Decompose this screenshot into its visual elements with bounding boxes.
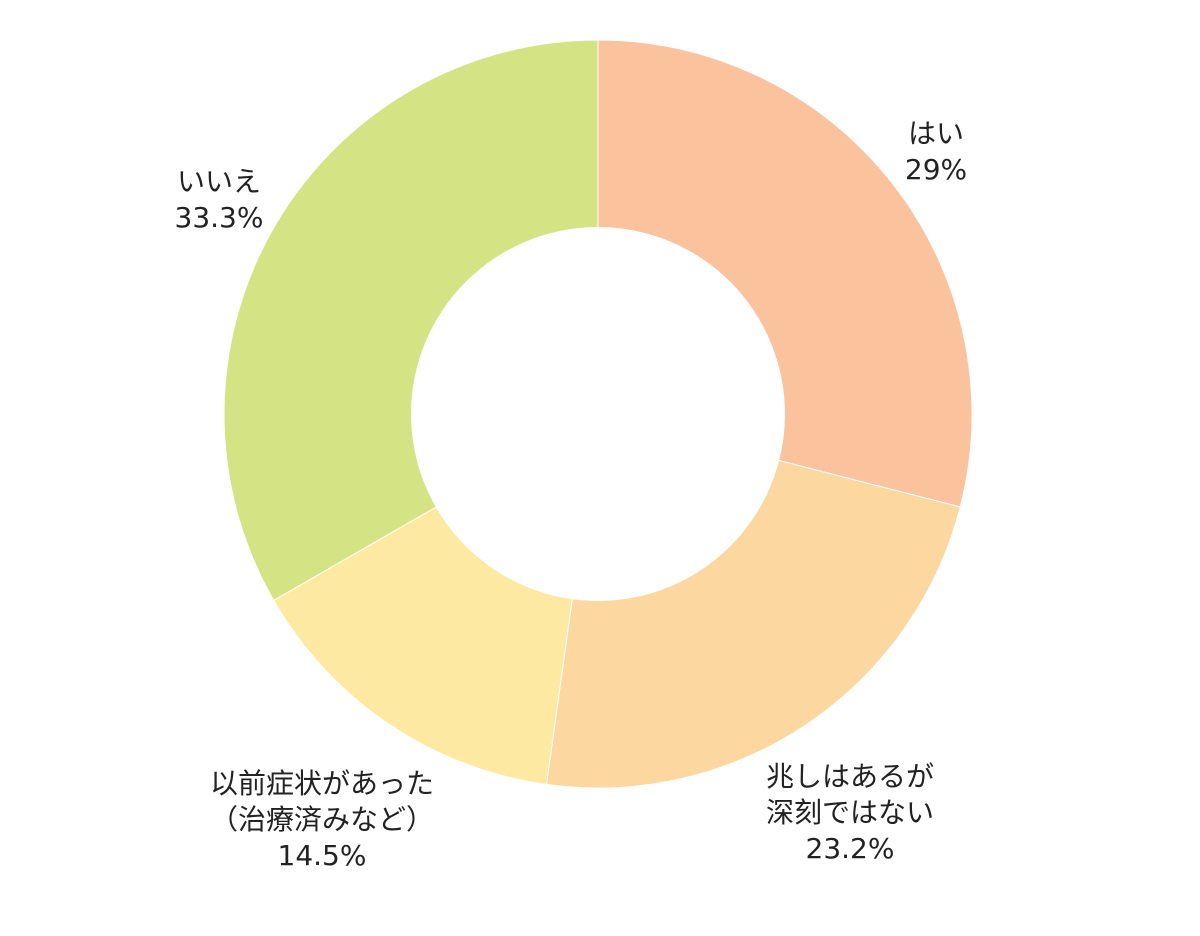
slice-label-3: いいえ 33.3%	[175, 165, 264, 234]
slice-labels: はい 29% 兆しはあるが深刻ではない 23.2% 以前症状があった（治療済みなど） 14…	[175, 117, 968, 872]
slice-category-label: 深刻ではない	[766, 796, 934, 829]
slice-value-label: 23.2%	[806, 832, 895, 865]
slice-value-label: 14.5%	[278, 839, 367, 872]
slice-label-1: 兆しはあるが深刻ではない 23.2%	[766, 760, 934, 865]
slice-category-label: 以前症状があった	[210, 767, 434, 800]
slice-label-2: 以前症状があった（治療済みなど） 14.5%	[210, 767, 434, 872]
donut-hole	[411, 227, 785, 601]
slice-category-label: いいえ	[177, 165, 261, 198]
slice-category-label: はい	[908, 117, 964, 150]
slice-label-0: はい 29%	[905, 117, 967, 186]
slice-category-label: （治療済みなど）	[210, 803, 434, 836]
slice-value-label: 29%	[905, 153, 967, 186]
slice-category-label: 兆しはあるが	[766, 760, 934, 793]
slice-value-label: 33.3%	[175, 201, 264, 234]
